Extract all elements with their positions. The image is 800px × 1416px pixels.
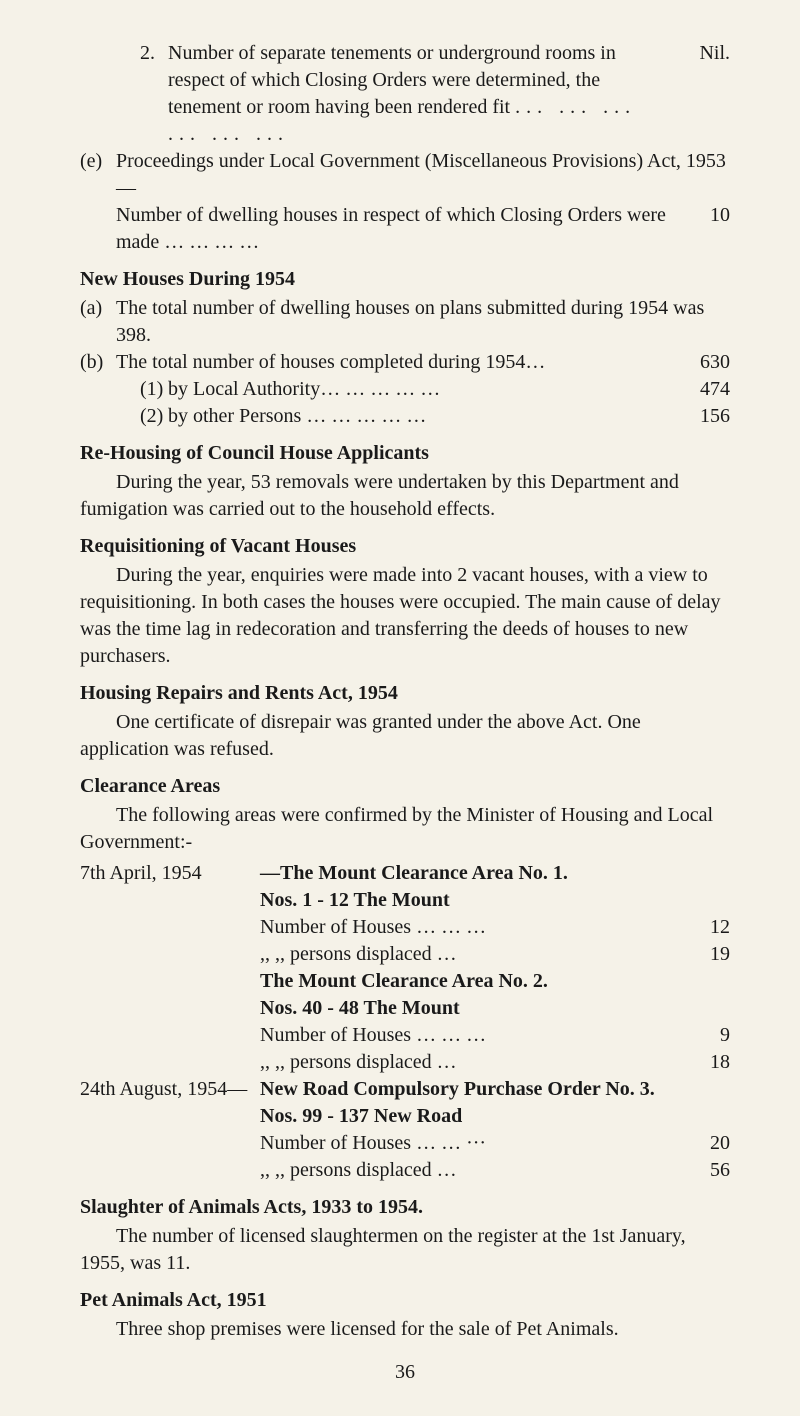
clearance-area1-houses1-label: Number of Houses … … … [260,914,690,941]
clearance-area1-persons2: ,, ,, persons displaced … 18 [260,1049,730,1076]
clearance-area1-houses2-val: 9 [690,1022,730,1049]
new-houses-heading: New Houses During 1954 [80,266,730,293]
clearance-area1-persons1-label: ,, ,, persons displaced … [260,941,690,968]
new-houses-b2-value: 156 [675,403,730,430]
clearance-date1: 7th April, 1954 [80,860,260,887]
new-houses-b-value: 630 [675,349,730,376]
clearance-intro: The following areas were confirmed by th… [80,802,730,856]
clearance-area3-persons: ,, ,, persons displaced … 56 [260,1157,730,1184]
rehousing-body: During the year, 53 removals were undert… [80,469,730,523]
new-houses-b1-num: (1) [140,376,168,403]
clearance-area3-persons-label: ,, ,, persons displaced … [260,1157,690,1184]
item-2-value: Nil. [675,40,730,148]
new-houses-b-text: The total number of houses completed dur… [116,349,675,376]
clearance-area1-persons2-label: ,, ,, persons displaced … [260,1049,690,1076]
new-houses-b1-value: 474 [675,376,730,403]
pet-body: Three shop premises were licensed for th… [80,1316,730,1343]
new-houses-b2: (2) by other Persons … … … … … 156 [140,403,730,430]
new-houses-b2-num: (2) [140,403,168,430]
clearance-area2-title: The Mount Clearance Area No. 2. [260,968,730,995]
clearance-area3-houses-label: Number of Houses … … ··· [260,1130,690,1157]
housing-repairs-heading: Housing Repairs and Rents Act, 1954 [80,680,730,707]
clearance-area1-title: —The Mount Clearance Area No. 1. [260,860,730,887]
slaughter-body: The number of licensed slaughtermen on t… [80,1223,730,1277]
rehousing-heading: Re-Housing of Council House Applicants [80,440,730,467]
clearance-heading: Clearance Areas [80,773,730,800]
clearance-area1-houses1-val: 12 [690,914,730,941]
housing-repairs-body: One certificate of disrepair was granted… [80,709,730,763]
requisitioning-body: During the year, enquiries were made int… [80,562,730,670]
clearance-date2-line: 24th August, 1954— New Road Compulsory P… [80,1076,730,1103]
clearance-date1-line: 7th April, 1954 —The Mount Clearance Are… [80,860,730,887]
item-2-number: 2. [140,40,168,148]
item-2: 2. Number of separate tenements or under… [140,40,730,148]
new-houses-b-label: (b) [80,349,116,376]
clearance-area1: Nos. 1 - 12 The Mount Number of Houses …… [260,887,730,1076]
item-e-label: (e) [80,148,116,256]
new-houses-b1: (1) by Local Authority… … … … … 474 [140,376,730,403]
slaughter-heading: Slaughter of Animals Acts, 1933 to 1954. [80,1194,730,1221]
clearance-area3-houses-val: 20 [690,1130,730,1157]
page-content: 2. Number of separate tenements or under… [0,0,800,1416]
clearance-area1-persons1-val: 19 [690,941,730,968]
clearance-area1-persons1: ,, ,, persons displaced … 19 [260,941,730,968]
clearance-area3: Nos. 99 - 137 New Road Number of Houses … [260,1103,730,1184]
clearance-area3-title: New Road Compulsory Purchase Order No. 3… [260,1076,730,1103]
item-2-text: Number of separate tenements or undergro… [168,40,675,148]
clearance-area1-sub1: Nos. 1 - 12 The Mount [260,887,730,914]
item-e-line2: Number of dwelling houses in respect of … [116,202,675,256]
new-houses-b-row: The total number of houses completed dur… [116,349,730,376]
new-houses-a: (a) The total number of dwelling houses … [80,295,730,349]
clearance-date2: 24th August, 1954— [80,1076,260,1103]
new-houses-a-text: The total number of dwelling houses on p… [116,295,730,349]
item-e-line2-row: Number of dwelling houses in respect of … [116,202,730,256]
item-e-value: 10 [675,202,730,256]
clearance-area3-persons-val: 56 [690,1157,730,1184]
clearance-area1-sub2: Nos. 40 - 48 The Mount [260,995,730,1022]
clearance-area1-persons2-val: 18 [690,1049,730,1076]
clearance-area1-houses1: Number of Houses … … … 12 [260,914,730,941]
pet-heading: Pet Animals Act, 1951 [80,1287,730,1314]
clearance-area3-houses: Number of Houses … … ··· 20 [260,1130,730,1157]
item-e-text: Proceedings under Local Government (Misc… [116,148,730,256]
item-e-line1: Proceedings under Local Government (Misc… [116,148,730,202]
page-number: 36 [80,1359,730,1386]
clearance-area1-houses2: Number of Houses … … … 9 [260,1022,730,1049]
item-e: (e) Proceedings under Local Government (… [80,148,730,256]
requisitioning-heading: Requisitioning of Vacant Houses [80,533,730,560]
clearance-area3-sub: Nos. 99 - 137 New Road [260,1103,730,1130]
clearance-area1-houses2-label: Number of Houses … … … [260,1022,690,1049]
new-houses-a-label: (a) [80,295,116,349]
new-houses-b: (b) The total number of houses completed… [80,349,730,376]
new-houses-b1-text: by Local Authority… … … … … [168,376,675,403]
new-houses-b2-text: by other Persons … … … … … [168,403,675,430]
